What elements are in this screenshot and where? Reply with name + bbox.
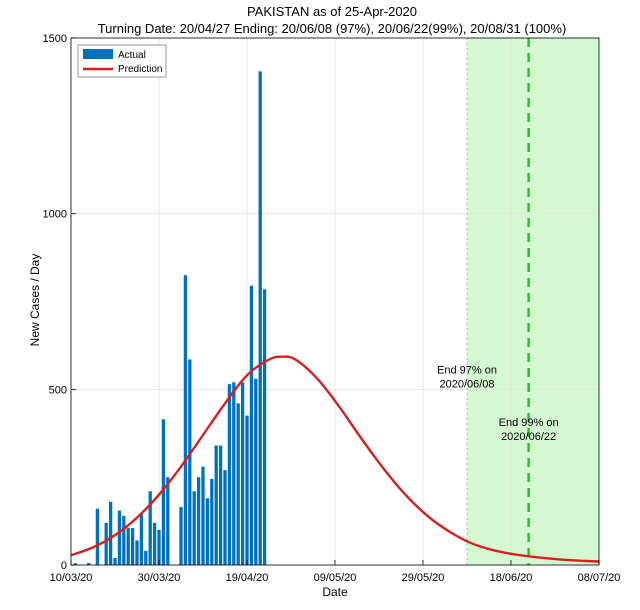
actual-bar xyxy=(236,403,240,565)
x-axis-label: Date xyxy=(322,585,348,599)
actual-bar xyxy=(135,540,139,565)
actual-bar xyxy=(227,384,232,565)
annotation-text: 2020/06/08 xyxy=(439,379,494,391)
actual-bar xyxy=(166,477,170,565)
actual-bar xyxy=(262,289,267,565)
actual-bar xyxy=(254,378,258,565)
y-tick-label: 500 xyxy=(49,384,67,396)
actual-bar xyxy=(126,528,130,565)
actual-bar xyxy=(73,563,78,565)
legend-prediction-label: Prediction xyxy=(118,64,162,75)
x-tick-label: 18/06/20 xyxy=(490,572,533,584)
actual-bar xyxy=(240,382,245,565)
y-tick-label: 0 xyxy=(61,560,67,572)
actual-bar xyxy=(201,466,205,565)
x-tick-label: 10/03/20 xyxy=(50,572,93,584)
actual-bar xyxy=(183,275,188,565)
actual-bar xyxy=(130,528,135,565)
annotation-text: End 99% on xyxy=(499,417,559,429)
actual-bar xyxy=(218,445,223,565)
actual-bar xyxy=(113,557,117,565)
actual-bar xyxy=(117,510,122,565)
y-axis: 0 500 1000 1500 xyxy=(43,33,76,572)
x-tick-label: 09/05/20 xyxy=(314,572,357,584)
actual-bar xyxy=(188,359,192,565)
actual-bar xyxy=(245,415,249,565)
y-tick-label: 1500 xyxy=(43,33,67,45)
actual-bar xyxy=(152,522,157,565)
x-tick-label: 08/07/20 xyxy=(578,572,621,584)
legend: Actual Prediction xyxy=(77,44,167,78)
prediction-line xyxy=(70,355,600,563)
actual-bar xyxy=(108,501,113,565)
y-tick-label: 1000 xyxy=(43,209,67,221)
actual-bar xyxy=(144,550,148,565)
x-tick-label: 19/04/20 xyxy=(226,572,269,584)
actual-bar xyxy=(157,529,161,565)
legend-actual-label: Actual xyxy=(118,50,146,61)
forecast-shaded-region xyxy=(467,38,599,565)
actual-bar xyxy=(122,515,126,565)
actual-bar xyxy=(249,285,254,565)
actual-bar xyxy=(258,71,262,566)
x-tick-label: 30/03/20 xyxy=(138,572,181,584)
actual-bar xyxy=(86,562,91,565)
actual-bar xyxy=(192,491,196,565)
actual-bar xyxy=(161,419,166,565)
chart-subtitle: Turning Date: 20/04/27 Ending: 20/06/08 … xyxy=(98,21,567,36)
actual-bar xyxy=(196,477,201,565)
actual-bar xyxy=(104,522,108,565)
actual-bar xyxy=(139,514,144,565)
chart-title: PAKISTAN as of 25-Apr-2020 xyxy=(247,4,417,19)
actual-bar xyxy=(210,478,214,565)
actual-bar xyxy=(148,491,152,565)
actual-bar xyxy=(95,508,100,565)
annotation-text: End 97% on xyxy=(437,365,497,377)
x-tick-label: 29/05/20 xyxy=(402,572,445,584)
actual-bar xyxy=(223,470,227,565)
actual-bars xyxy=(73,71,267,566)
actual-bar xyxy=(205,498,210,565)
end-markers xyxy=(466,38,530,565)
actual-bar xyxy=(179,507,183,565)
actual-bar xyxy=(214,445,218,565)
legend-actual-swatch xyxy=(83,49,113,59)
y-axis-label: New Cases / Day xyxy=(28,254,42,347)
actual-bar xyxy=(232,382,236,565)
annotations: End 97% on 2020/06/08 End 99% on 2020/06/22 xyxy=(437,365,559,444)
annotation-text: 2020/06/22 xyxy=(501,431,556,443)
x-axis: 10/03/20 30/03/20 19/04/20 09/05/20 29/05/20… xyxy=(50,560,621,584)
